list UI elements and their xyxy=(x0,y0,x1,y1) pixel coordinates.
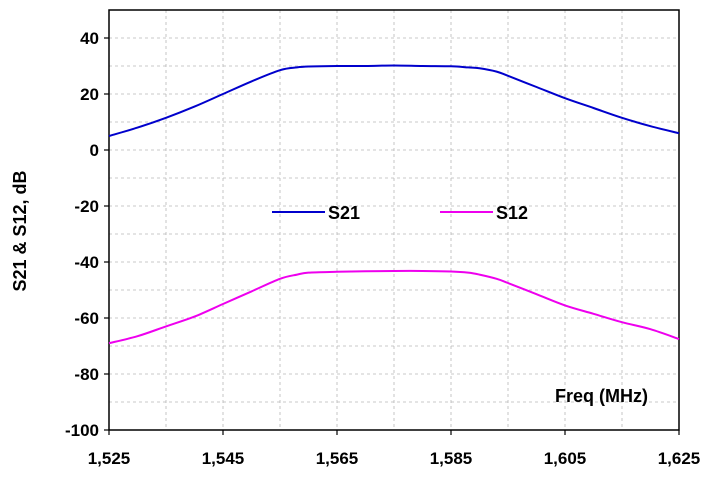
x-axis-label: Freq (MHz) xyxy=(555,386,648,406)
x-tick-label: 1,625 xyxy=(658,449,701,468)
legend: S21 S12 xyxy=(272,203,528,223)
legend-s12-label: S12 xyxy=(496,203,528,223)
series-line-s21 xyxy=(108,64,680,137)
y-axis-ticks: -100 -80 -60 -40 -20 0 20 40 xyxy=(65,29,109,440)
x-tick-label: 1,585 xyxy=(430,449,473,468)
x-tick-label: 1,565 xyxy=(316,449,359,468)
x-axis-ticks: 1,525 1,545 1,565 1,585 1,605 1,625 xyxy=(88,430,701,468)
x-tick-label: 1,545 xyxy=(202,449,245,468)
x-tick-label: 1,525 xyxy=(88,449,131,468)
y-tick-label: -20 xyxy=(74,197,99,216)
plot-area-frame xyxy=(108,9,680,431)
series-line-s12 xyxy=(108,269,680,345)
y-tick-label: 20 xyxy=(80,85,99,104)
gridlines xyxy=(108,9,680,431)
y-tick-label: -60 xyxy=(74,309,99,328)
y-tick-label: 0 xyxy=(90,141,99,160)
y-tick-label: -40 xyxy=(74,253,99,272)
series-layer xyxy=(108,64,680,345)
y-axis-label: S21 & S12, dB xyxy=(10,170,30,291)
y-tick-label: -100 xyxy=(65,421,99,440)
x-tick-label: 1,605 xyxy=(544,449,587,468)
y-tick-label: 40 xyxy=(80,29,99,48)
y-tick-label: -80 xyxy=(74,365,99,384)
legend-s21-label: S21 xyxy=(328,203,360,223)
